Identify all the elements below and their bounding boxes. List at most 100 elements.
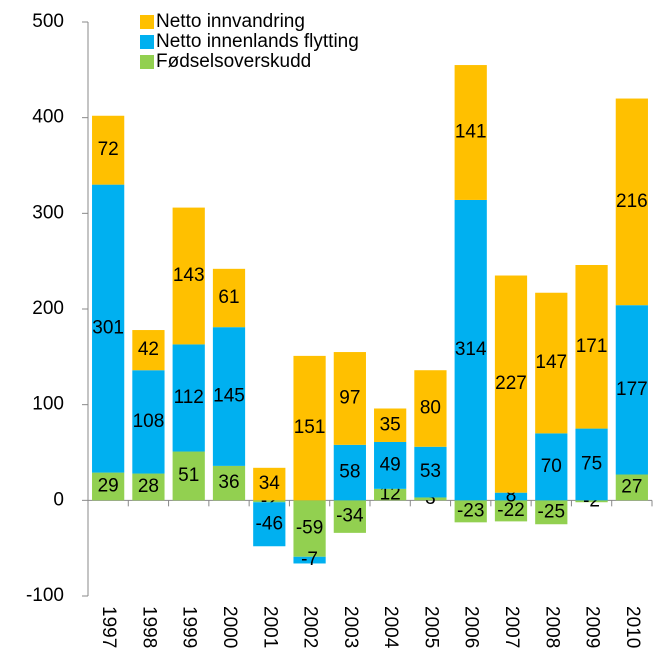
data-label: 58 <box>339 462 360 483</box>
data-label: 108 <box>133 411 165 432</box>
bar-segment <box>253 502 286 547</box>
bar-segment <box>535 433 568 501</box>
bar-segment <box>494 500 528 522</box>
x-tick-label: 2004 <box>380 606 401 649</box>
data-label: 75 <box>581 453 602 474</box>
data-label: 314 <box>455 339 487 360</box>
bar-segment <box>414 497 447 501</box>
x-tick-label: 1998 <box>138 606 159 648</box>
y-tick-label: 300 <box>32 202 64 223</box>
bar-segment <box>333 444 366 501</box>
data-label: 301 <box>92 318 124 339</box>
data-label: 29 <box>98 475 119 496</box>
bar-segment <box>494 492 528 501</box>
bar-segment <box>132 473 165 501</box>
data-label: -23 <box>457 500 484 521</box>
x-tick-label: 2003 <box>340 606 361 648</box>
y-tick-label: 0 <box>53 489 64 510</box>
bar-segment <box>575 428 608 501</box>
bar-segment <box>575 264 608 429</box>
bar-segment <box>615 474 648 501</box>
data-label: 143 <box>173 265 205 286</box>
bar-segment <box>172 451 205 501</box>
bar-segment <box>293 556 326 564</box>
bar-segment <box>92 115 125 185</box>
data-label: 3 <box>425 488 436 509</box>
bar-segment <box>535 500 568 525</box>
legend-label: Fødselsoverskudd <box>156 51 311 72</box>
x-tick-label: 2010 <box>622 606 643 648</box>
data-label: -22 <box>497 500 524 521</box>
legend-label: Netto innvandring <box>156 11 305 32</box>
data-label: 42 <box>138 339 159 360</box>
data-label: 80 <box>420 398 441 419</box>
data-label: 177 <box>616 379 648 400</box>
legend-swatch <box>140 15 154 29</box>
bar-segment <box>414 446 447 498</box>
bar-segment <box>293 500 326 557</box>
bar-segment <box>172 207 205 345</box>
data-label: 171 <box>576 336 608 357</box>
bar-segment <box>92 184 125 473</box>
bar-segment <box>132 330 165 371</box>
x-tick-label: 2000 <box>219 606 240 648</box>
y-tick-label: 100 <box>32 394 64 415</box>
bar-segment <box>212 268 246 328</box>
data-label: -46 <box>256 513 283 534</box>
bar-segment <box>535 292 568 434</box>
bar-segment <box>374 441 407 489</box>
legend-swatch <box>140 35 154 49</box>
data-label: -7 <box>301 549 318 570</box>
data-label: 70 <box>541 456 562 477</box>
y-tick-label: -100 <box>26 585 64 606</box>
bar-segment <box>374 488 407 501</box>
x-tick-label: 1997 <box>98 606 119 648</box>
data-label: 35 <box>380 414 401 435</box>
data-label: -25 <box>538 501 565 522</box>
bar-segment <box>132 370 165 474</box>
bar-segment <box>212 465 246 501</box>
bar-segment <box>575 500 608 503</box>
data-label: 28 <box>138 476 159 497</box>
bar-segment <box>293 355 326 501</box>
x-tick-label: 2002 <box>300 606 321 648</box>
bar-segment <box>615 98 648 306</box>
data-label: 12 <box>380 484 401 505</box>
data-label: 145 <box>213 386 245 407</box>
data-label: 147 <box>535 352 567 373</box>
bar-segment <box>333 352 366 445</box>
bar-segment <box>494 275 528 493</box>
bar-segment <box>253 467 286 501</box>
y-tick-label: 200 <box>32 298 64 319</box>
x-tick-label: 2007 <box>501 606 522 648</box>
data-label: 51 <box>178 465 199 486</box>
data-label: 36 <box>218 472 239 493</box>
data-label: -59 <box>296 518 323 539</box>
bar-segment <box>172 344 205 452</box>
data-label: 61 <box>218 287 239 308</box>
x-tick-label: 2008 <box>541 606 562 648</box>
bar-segment <box>212 327 246 466</box>
data-label: 227 <box>495 373 527 394</box>
x-tick-label: 2001 <box>259 606 280 648</box>
data-label: 72 <box>98 139 119 160</box>
y-tick-label: 400 <box>32 107 64 128</box>
data-label: 151 <box>294 417 326 438</box>
bar-segment <box>454 199 487 501</box>
legend-swatch <box>140 55 154 69</box>
bar-segment <box>333 500 366 533</box>
data-label: 53 <box>420 461 441 482</box>
x-tick-label: 1999 <box>179 606 200 648</box>
bar-segment <box>414 370 447 447</box>
bar-segment <box>454 500 487 523</box>
legend-label: Netto innenlands flytting <box>156 31 359 52</box>
data-label: 49 <box>380 454 401 475</box>
x-tick-label: 2006 <box>461 606 482 648</box>
x-tick-label: 2005 <box>420 606 441 648</box>
y-tick-label: 500 <box>32 11 64 32</box>
data-label: 112 <box>174 387 204 408</box>
data-label: 27 <box>621 476 642 497</box>
bar-segment <box>454 65 487 200</box>
data-label: 34 <box>259 473 281 494</box>
